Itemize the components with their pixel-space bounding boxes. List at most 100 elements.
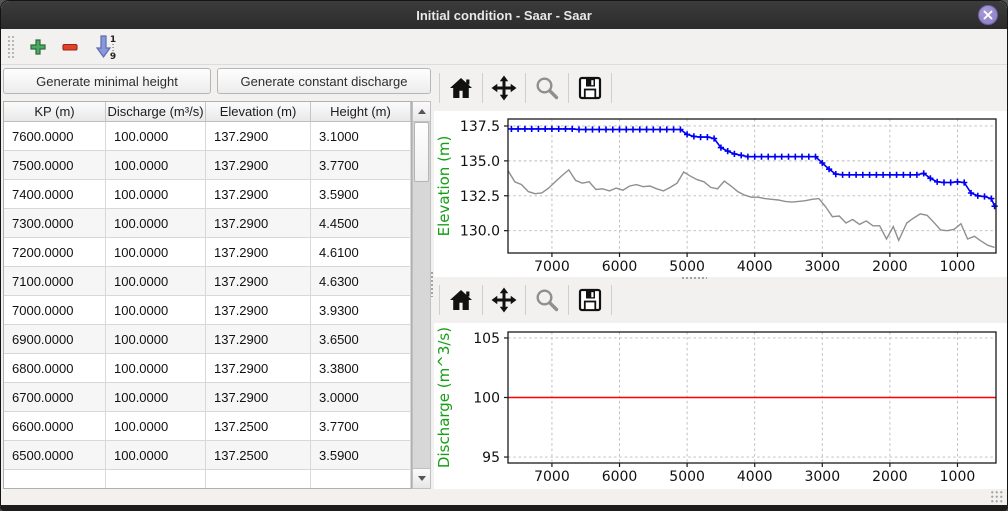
generate-minimal-height-button[interactable]: Generate minimal height [3,68,211,94]
column-header[interactable]: Height (m) [311,102,411,122]
table-row[interactable]: 7200.0000 100.0000 137.2900 4.6100 [4,238,411,267]
table-cell[interactable]: 7500.0000 [4,151,106,180]
zoom-button[interactable] [531,284,563,316]
table-cell[interactable]: 6700.0000 [4,383,106,412]
minus-icon [62,43,78,51]
table-row[interactable]: 6800.0000 100.0000 137.2900 3.3800 [4,354,411,383]
table-cell[interactable]: 100.0000 [106,383,206,412]
sort-button[interactable]: 1 9 [90,33,122,61]
table-cell[interactable]: 3.9300 [311,296,411,325]
table-cell[interactable]: 6800.0000 [4,354,106,383]
table-cell[interactable]: 6600.0000 [4,412,106,441]
horizontal-splitter-handle[interactable] [681,276,707,281]
table-cell[interactable]: 7400.0000 [4,180,106,209]
table-cell[interactable]: 3.5900 [311,180,411,209]
column-header[interactable]: Discharge (m³/s) [106,102,206,122]
table-cell[interactable]: 137.2900 [206,151,311,180]
table-row[interactable]: 6700.0000 100.0000 137.2900 3.0000 [4,383,411,412]
table-cell[interactable]: 100.0000 [106,267,206,296]
table-cell[interactable]: 7100.0000 [4,267,106,296]
table-cell[interactable]: 137.2900 [206,238,311,267]
svg-text:137.5: 137.5 [460,119,500,135]
table-header: KP (m) Discharge (m³/s) Elevation (m) Heigh… [4,102,411,122]
condition-table: KP (m) Discharge (m³/s) Elevation (m) Heigh… [3,101,412,489]
window-resize-grip[interactable] [990,490,1003,503]
table-row[interactable]: 7300.0000 100.0000 137.2900 4.4500 [4,209,411,238]
table-cell[interactable]: 4.6300 [311,267,411,296]
table-cell[interactable]: 137.2500 [206,412,311,441]
table-cell[interactable]: 100.0000 [106,325,206,354]
table-cell[interactable]: 7000.0000 [4,296,106,325]
add-row-button[interactable] [22,33,54,61]
table-cell[interactable]: 4.6100 [311,238,411,267]
table-cell[interactable]: 3.5900 [311,441,411,470]
table-cell[interactable]: 7600.0000 [4,122,106,151]
table-row[interactable]: 7000.0000 100.0000 137.2900 3.9300 [4,296,411,325]
table-cell[interactable]: 7300.0000 [4,209,106,238]
table-cell[interactable]: 137.2900 [206,122,311,151]
save-icon [578,288,602,312]
plots-panel: 7000 6000 5000 4000 3000 2000 1000 137.5 135.0 13… [434,64,1007,505]
elevation-plot-canvas[interactable]: 7000 6000 5000 4000 3000 2000 1000 137.5 135.0 13… [434,111,1007,277]
table-cell[interactable]: 100.0000 [106,209,206,238]
table-cell[interactable]: 100.0000 [106,238,206,267]
column-header[interactable]: KP (m) [4,102,106,122]
column-header[interactable]: Elevation (m) [206,102,311,122]
table-cell[interactable]: 3.1000 [311,122,411,151]
table-cell[interactable]: 3.7700 [311,412,411,441]
scroll-up-button[interactable] [413,102,430,122]
save-button[interactable] [574,284,606,316]
save-button[interactable] [574,72,606,104]
zoom-button[interactable] [531,72,563,104]
home-button[interactable] [445,72,477,104]
table-cell[interactable]: 100.0000 [106,441,206,470]
toolbar-grip[interactable] [7,34,14,59]
table-cell[interactable]: 100.0000 [106,180,206,209]
table-cell[interactable]: 137.2900 [206,267,311,296]
vertical-splitter-handle[interactable] [430,271,435,297]
table-cell[interactable]: 100.0000 [106,354,206,383]
table-cell[interactable]: 6500.0000 [4,441,106,470]
svg-text:1000: 1000 [940,469,976,485]
scroll-down-button[interactable] [413,468,430,488]
table-row[interactable]: 6600.0000 100.0000 137.2500 3.7700 [4,412,411,441]
discharge-plot-canvas[interactable]: 7000 6000 5000 4000 3000 2000 1000 105 100 95 Disc… [434,323,1007,489]
table-cell[interactable]: 137.2900 [206,383,311,412]
table-cell[interactable]: 3.0000 [311,383,411,412]
table-cell[interactable]: 137.2900 [206,325,311,354]
pan-button[interactable] [488,284,520,316]
table-cell[interactable]: 100.0000 [106,122,206,151]
table-row[interactable]: 7500.0000 100.0000 137.2900 3.7700 [4,151,411,180]
remove-row-button[interactable] [54,33,86,61]
table-cell[interactable]: 100.0000 [106,296,206,325]
svg-text:1000: 1000 [940,259,976,275]
table-cell[interactable]: 137.2900 [206,354,311,383]
svg-text:95: 95 [482,450,500,466]
sort-numeric-icon: 1 9 [95,35,116,60]
table-cell[interactable]: 6900.0000 [4,325,106,354]
table-cell[interactable]: 100.0000 [106,412,206,441]
table-cell[interactable]: 100.0000 [106,151,206,180]
table-cell[interactable]: 7200.0000 [4,238,106,267]
table-cell[interactable]: 137.2900 [206,296,311,325]
close-button[interactable] [978,5,998,25]
table-row[interactable]: 6500.0000 100.0000 137.2500 3.5900 [4,441,411,470]
table-cell[interactable]: 3.6500 [311,325,411,354]
table-row[interactable]: 7600.0000 100.0000 137.2900 3.1000 [4,122,411,151]
scrollbar-thumb[interactable] [414,122,429,182]
pan-button[interactable] [488,72,520,104]
table-row[interactable]: 7400.0000 100.0000 137.2900 3.5900 [4,180,411,209]
table-cell[interactable]: 4.4500 [311,209,411,238]
table-cell[interactable]: 3.7700 [311,151,411,180]
titlebar[interactable]: Initial condition - Saar - Saar [1,1,1007,29]
table-scrollbar[interactable] [412,101,431,489]
generate-constant-discharge-button[interactable]: Generate constant discharge [217,68,431,94]
home-button[interactable] [445,284,477,316]
sort-digit-top: 1 [110,35,116,45]
table-cell[interactable]: 137.2500 [206,441,311,470]
table-cell[interactable]: 137.2900 [206,180,311,209]
table-cell[interactable]: 137.2900 [206,209,311,238]
table-row[interactable]: 7100.0000 100.0000 137.2900 4.6300 [4,267,411,296]
table-cell[interactable]: 3.3800 [311,354,411,383]
table-row[interactable]: 6900.0000 100.0000 137.2900 3.6500 [4,325,411,354]
